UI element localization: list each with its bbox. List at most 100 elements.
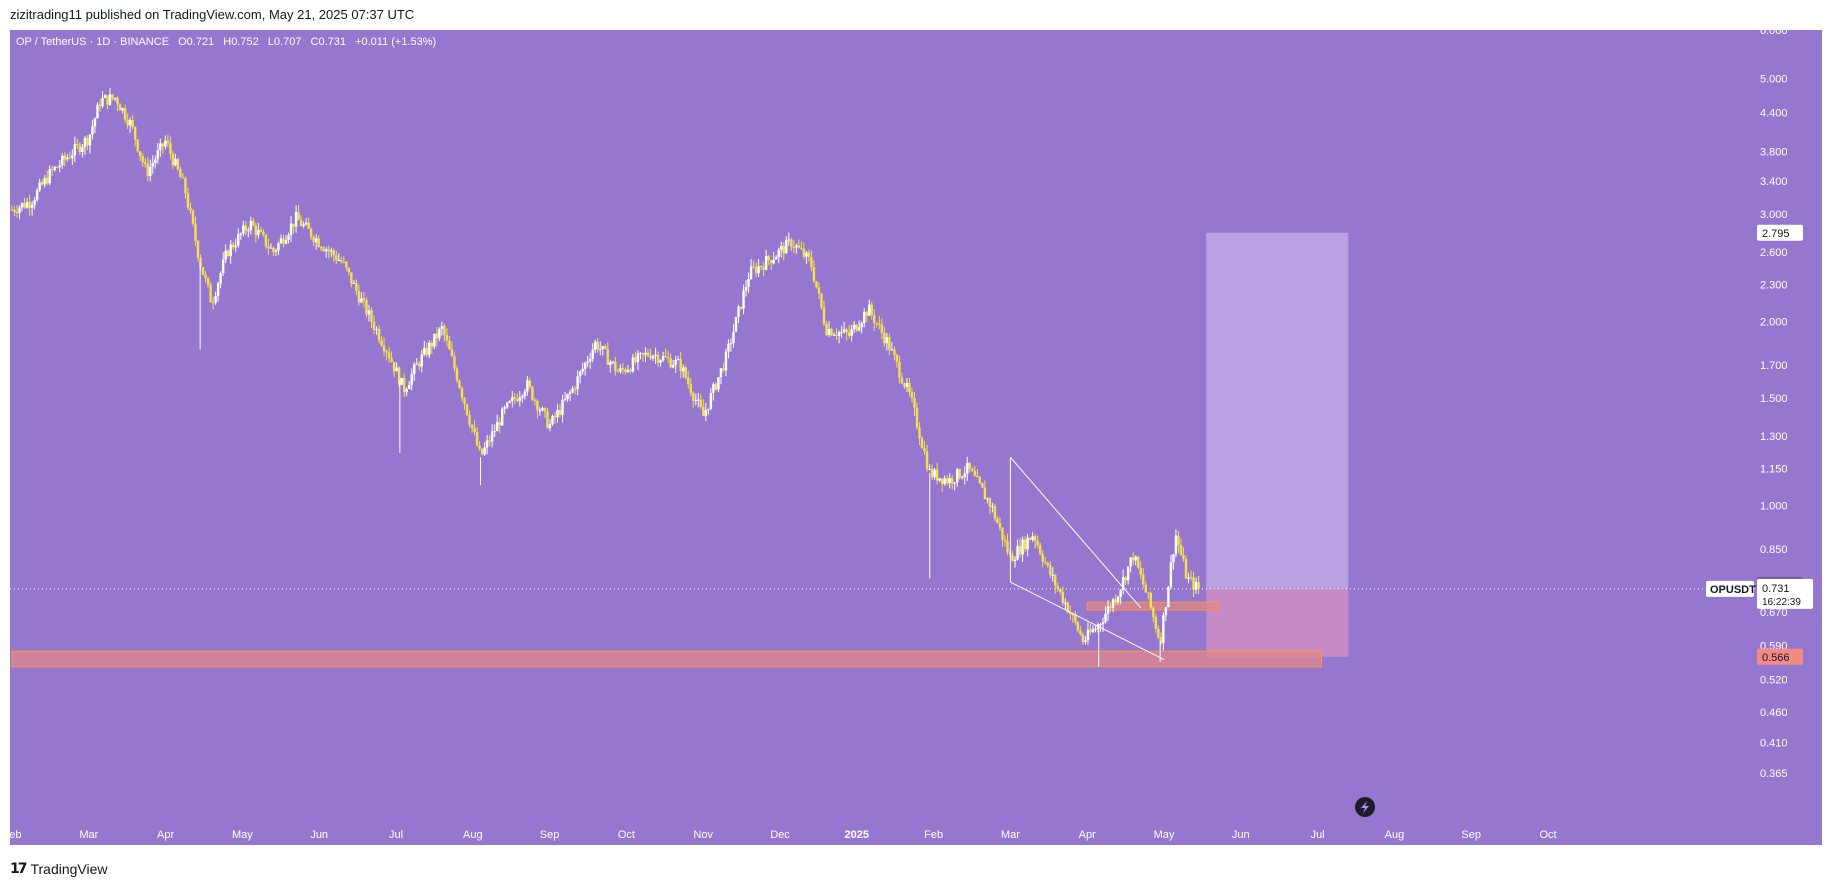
candle-body xyxy=(1023,539,1027,550)
candle-body xyxy=(536,400,539,411)
candle-body xyxy=(314,238,318,243)
candle-body xyxy=(113,97,117,99)
candle-body xyxy=(51,169,54,171)
candle-body xyxy=(762,266,765,270)
candle-body xyxy=(732,331,735,344)
candle-body xyxy=(508,400,511,403)
candle-body xyxy=(1197,582,1200,589)
candle-body xyxy=(1089,629,1092,633)
candle-body xyxy=(1162,615,1165,644)
candle-body xyxy=(33,200,36,205)
candle-body xyxy=(1059,588,1062,592)
candle-body xyxy=(1069,612,1072,615)
candle-body xyxy=(666,357,670,359)
candle-body xyxy=(181,177,185,179)
candle-body xyxy=(45,177,49,184)
candle-body xyxy=(910,392,914,398)
candle-body xyxy=(981,482,984,488)
candle-body xyxy=(1003,539,1007,542)
candle-body xyxy=(282,238,285,244)
candle-body xyxy=(96,104,99,119)
candle-body xyxy=(370,310,373,322)
candle-body xyxy=(166,140,170,144)
candle-body xyxy=(128,119,132,126)
candle-body xyxy=(450,349,454,357)
candle-body xyxy=(76,143,79,145)
candle-body xyxy=(759,266,763,268)
candle-body xyxy=(875,323,878,325)
candle-body xyxy=(380,340,383,346)
candle-body xyxy=(692,393,695,401)
x-tick-label: May xyxy=(1154,829,1175,841)
candle-body xyxy=(697,399,700,401)
candle-body xyxy=(413,364,416,375)
ticker-tag: OPUSDT xyxy=(1710,584,1756,596)
candle-body xyxy=(815,281,818,288)
candle-body xyxy=(583,362,587,369)
candle-body xyxy=(1147,592,1150,594)
candle-body xyxy=(749,266,753,280)
candle-body xyxy=(631,357,635,372)
candle-body xyxy=(513,397,516,400)
candle-body xyxy=(1192,577,1195,590)
candle-body xyxy=(996,518,999,523)
candle-body xyxy=(330,250,333,252)
candle-body xyxy=(553,415,557,418)
candle-body xyxy=(998,522,1002,528)
candle-body xyxy=(556,409,559,418)
candle-body xyxy=(604,346,607,349)
candle-body xyxy=(925,451,929,470)
candle-body xyxy=(272,247,275,253)
candle-body xyxy=(1134,556,1137,561)
candle-body xyxy=(337,259,341,261)
candle-body xyxy=(101,98,104,107)
candle-body xyxy=(164,140,167,147)
candle-body xyxy=(1169,562,1173,587)
candle-body xyxy=(958,469,961,478)
candle-body xyxy=(144,162,147,165)
y-tick-label: 1.300 xyxy=(1760,431,1788,443)
candle-body xyxy=(48,169,51,184)
candle-body xyxy=(717,377,720,390)
candle-body xyxy=(940,478,944,485)
candle-body xyxy=(644,352,647,355)
candle-body xyxy=(795,245,798,248)
candle-body xyxy=(1094,628,1097,630)
candle-body xyxy=(724,351,728,371)
candle-body xyxy=(209,284,212,303)
candle-body xyxy=(561,399,564,415)
tradingview-logo[interactable]: 17 TradingView xyxy=(10,861,108,877)
candle-body xyxy=(845,329,848,333)
candle-body xyxy=(767,256,770,261)
symbol-legend: OP / TetherUS · 1D · BINANCE O0.721 H0.7… xyxy=(16,36,442,48)
y-tick-label: 1.500 xyxy=(1760,393,1788,405)
candle-body xyxy=(1046,562,1049,565)
candle-body xyxy=(1124,577,1127,581)
candle-body xyxy=(1051,574,1054,576)
support-zone xyxy=(11,650,1322,668)
candle-body xyxy=(895,354,899,362)
candle-body xyxy=(1021,539,1024,555)
candle-body xyxy=(1076,622,1080,631)
candle-body xyxy=(470,424,474,428)
candle-body xyxy=(676,359,680,361)
candle-body xyxy=(106,95,109,105)
candle-body xyxy=(908,382,911,393)
candle-body xyxy=(448,340,451,350)
candle-body xyxy=(174,158,177,166)
candle-body xyxy=(1121,577,1125,590)
chart-background xyxy=(10,30,1822,845)
candle-body xyxy=(558,409,562,415)
candle-body xyxy=(503,407,506,409)
candle-body xyxy=(729,343,733,345)
candle-body xyxy=(913,397,916,408)
candle-body xyxy=(511,397,514,401)
candle-body xyxy=(820,293,823,308)
candle-body xyxy=(1049,564,1052,576)
candle-body xyxy=(382,345,386,352)
candle-body xyxy=(490,431,494,442)
candle-body xyxy=(465,404,469,416)
candle-body xyxy=(893,349,896,355)
candle-body xyxy=(239,233,242,235)
